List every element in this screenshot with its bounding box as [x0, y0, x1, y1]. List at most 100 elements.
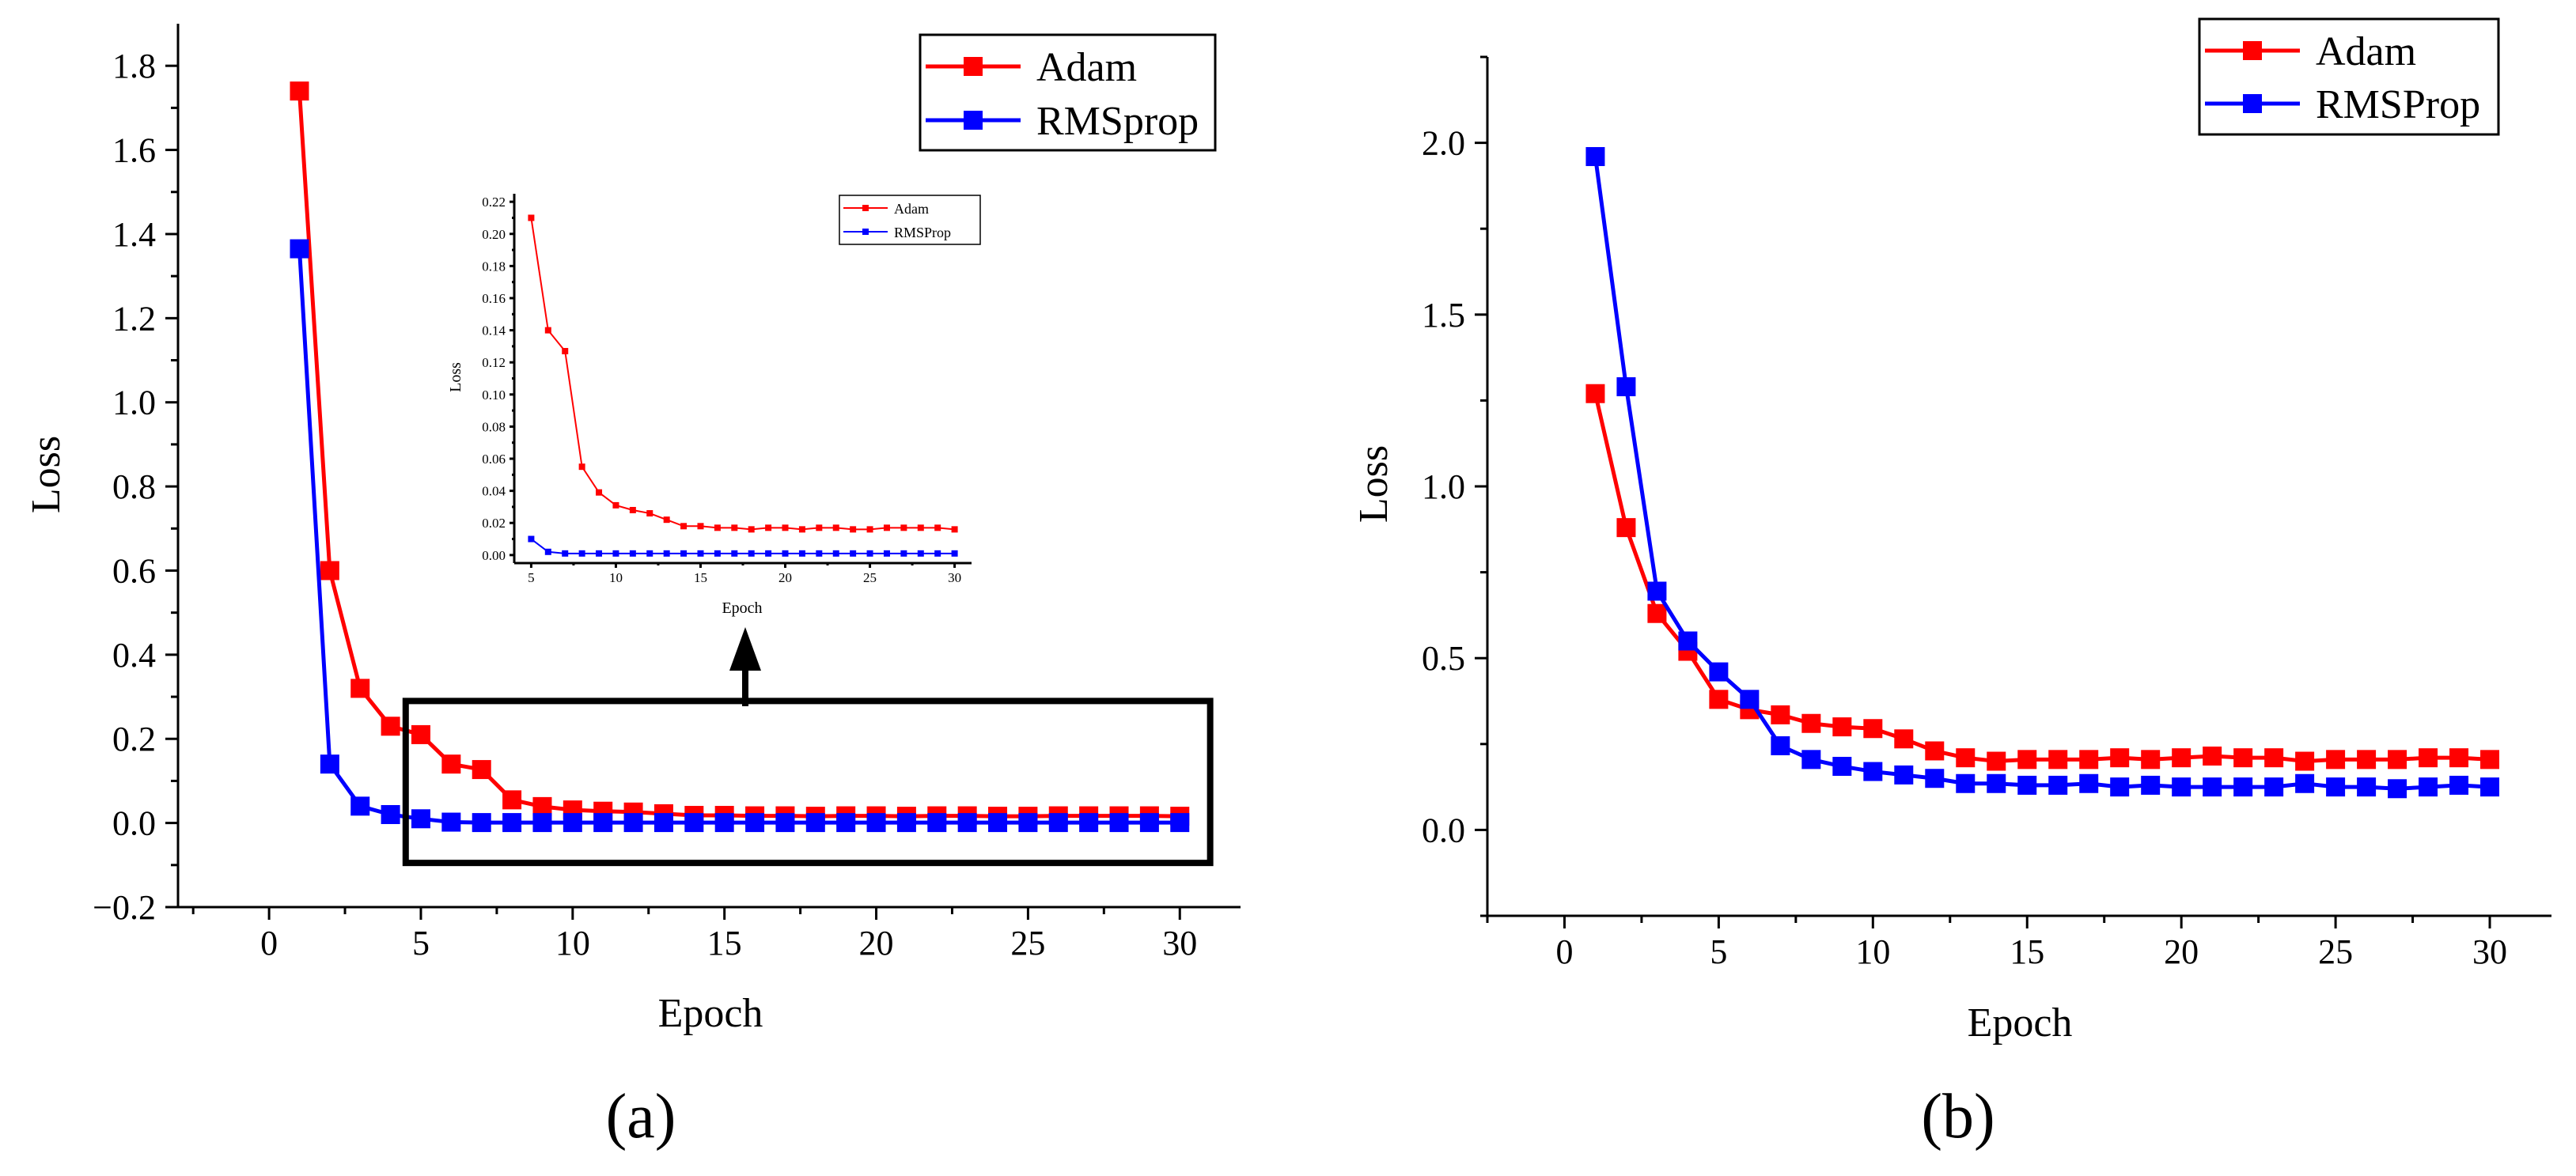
panel-a-inset-y-tick-label: 0.02 — [482, 516, 506, 531]
panel-a-point-rmsprop-epoch-17 — [775, 813, 795, 833]
panel-b-point-rmsprop-epoch-9 — [1832, 757, 1852, 777]
panel-b-point-adam-epoch-3 — [1647, 603, 1667, 623]
panel-b-point-rmsprop-epoch-22 — [2233, 777, 2253, 797]
panel-b-point-adam-epoch-22 — [2233, 748, 2253, 768]
panel-b-point-rmsprop-epoch-18 — [2110, 777, 2130, 797]
panel-a-point-rmsprop-epoch-9 — [532, 813, 552, 833]
panel-b-point-adam-epoch-10 — [1863, 719, 1883, 739]
panel-a-point-rmsprop-epoch-25 — [1018, 813, 1038, 833]
panel-b-point-rmsprop-epoch-2 — [1616, 377, 1636, 397]
panel-a-y-tick-label: 1.6 — [112, 131, 156, 170]
panel-b-x-tick-label: 30 — [2472, 932, 2507, 971]
panel-a-label: (a) — [606, 1082, 676, 1151]
panel-a-point-rmsprop-epoch-22 — [927, 813, 947, 833]
panel-b-point-adam-epoch-24 — [2295, 751, 2315, 771]
panel-b-x-axis-title: Epoch — [1968, 1000, 2073, 1046]
panel-a-point-rmsprop-epoch-10 — [563, 813, 582, 833]
panel-a-series-line-adam — [297, 90, 1180, 819]
panel-b-point-rmsprop-epoch-13 — [1956, 773, 1976, 793]
panel-b-x-tick-label: 10 — [1855, 932, 1890, 971]
panel-b-legend-marker-rmsprop — [2243, 94, 2262, 113]
panel-a-point-rmsprop-epoch-8 — [502, 813, 522, 833]
panel-a-inset-point-rmsprop-epoch-29 — [934, 550, 941, 557]
panel-a-inset-y-tick-label: 0.06 — [482, 452, 506, 467]
panel-a-inset-point-adam-epoch-19 — [765, 524, 772, 531]
panel-a-y-tick-label: 0.4 — [112, 636, 156, 675]
panel-a-point-rmsprop-epoch-27 — [1079, 813, 1099, 833]
panel-b-point-rmsprop-epoch-16 — [2048, 775, 2068, 795]
panel-a-point-rmsprop-epoch-6 — [441, 812, 461, 832]
panel-b-legend-marker-adam — [2243, 41, 2262, 60]
panel-a-x-tick-label: 0 — [260, 924, 278, 962]
panel-a-inset-point-adam-epoch-12 — [646, 510, 653, 517]
panel-a-inset-y-tick-label: 0.12 — [482, 355, 506, 370]
panel-b-point-adam-epoch-21 — [2203, 747, 2222, 766]
panel-a-inset-point-rmsprop-epoch-25 — [866, 550, 873, 557]
panel-b-point-adam-epoch-26 — [2357, 750, 2377, 770]
panel-a-inset-point-adam-epoch-5 — [528, 214, 535, 221]
panel-b-point-adam-epoch-15 — [2017, 750, 2037, 770]
panel-b-point-rmsprop-epoch-12 — [1925, 769, 1945, 788]
panel-b-point-adam-epoch-8 — [1801, 713, 1821, 733]
panel-b-point-rmsprop-epoch-27 — [2388, 779, 2407, 799]
panel-a-y-tick-label: 1.8 — [112, 47, 156, 85]
panel-a-inset-y-tick-label: 0.18 — [482, 259, 506, 274]
panel-a-inset-x-axis-title: Epoch — [722, 599, 762, 617]
panel-a-point-rmsprop-epoch-20 — [866, 813, 886, 833]
panel-b-point-rmsprop-epoch-7 — [1771, 735, 1790, 755]
panel-a-inset-point-adam-epoch-18 — [748, 526, 755, 533]
panel-b-point-adam-epoch-1 — [1585, 384, 1605, 403]
panel-a-inset-y-tick-label: 0.00 — [482, 548, 506, 563]
panel-a-y-axis-title: Loss — [24, 436, 69, 513]
panel-b-point-rmsprop-epoch-4 — [1678, 631, 1698, 651]
panel-a-inset-point-adam-epoch-13 — [663, 516, 670, 524]
panel-a-inset-legend-marker-adam — [862, 205, 869, 211]
panel-a-inset-point-adam-epoch-7 — [562, 347, 569, 354]
panel-b-label: (b) — [1921, 1082, 1995, 1151]
panel-a-y-tick-label: −0.2 — [93, 888, 156, 927]
panel-b-point-adam-epoch-30 — [2480, 750, 2500, 770]
panel-a-point-rmsprop-epoch-26 — [1048, 813, 1068, 833]
panel-b-plot-area: 0 5 10 15 20 25 30 0.0 0.5 1.0 1.5 2.0 — [1422, 55, 2551, 971]
panel-a-point-rmsprop-epoch-24 — [988, 813, 1008, 833]
panel-b-point-adam-epoch-20 — [2172, 748, 2191, 768]
panel-a-point-adam-epoch-9 — [532, 796, 552, 816]
panel-a-inset-y-tick-label: 0.16 — [482, 291, 506, 306]
panel-b-point-rmsprop-epoch-19 — [2141, 775, 2161, 795]
panel-a-inset-point-adam-epoch-23 — [832, 524, 839, 531]
panel-a-inset-point-rmsprop-epoch-18 — [748, 550, 755, 557]
panel-a-inset-point-adam-epoch-14 — [680, 523, 688, 530]
panel-a-inset-point-rmsprop-epoch-14 — [680, 550, 688, 557]
panel-a-inset-point-adam-epoch-11 — [629, 506, 636, 513]
panel-b-point-rmsprop-epoch-29 — [2449, 775, 2469, 795]
panel-a-inset-point-adam-epoch-17 — [731, 524, 738, 531]
panel-a-x-tick-label: 5 — [412, 924, 430, 962]
panel-b-point-adam-epoch-25 — [2326, 750, 2346, 770]
panel-b-x-tick-label: 20 — [2164, 932, 2199, 971]
panel-b-point-adam-epoch-13 — [1956, 748, 1976, 768]
panel-a-inset-point-adam-epoch-6 — [544, 327, 551, 334]
panel-a-inset-point-adam-epoch-15 — [697, 523, 704, 530]
panel-a-inset-point-rmsprop-epoch-19 — [765, 550, 772, 557]
panel-a-inset-legend: Adam RMSProp — [839, 195, 981, 245]
panel-a-inset-y-axis-title: Loss — [447, 362, 464, 392]
panel-a-point-rmsprop-epoch-5 — [411, 809, 430, 829]
panel-a-inset-point-rmsprop-epoch-6 — [544, 548, 551, 555]
panel-a-point-rmsprop-epoch-3 — [350, 796, 370, 816]
panel-a-inset-y-tick-label: 0.10 — [482, 388, 506, 403]
panel-a-point-rmsprop-epoch-29 — [1139, 813, 1159, 833]
panel-a-point-rmsprop-epoch-2 — [320, 754, 339, 774]
panel-b-legend-label-adam: Adam — [2316, 29, 2416, 74]
panel-b-y-tick-label: 1.5 — [1422, 296, 1465, 335]
panel-a-inset-point-rmsprop-epoch-10 — [612, 550, 619, 557]
panel-a-inset-series-line-adam — [530, 217, 955, 531]
panel-a-x-tick-label: 10 — [555, 924, 590, 962]
panel-b-x-tick-label: 15 — [2010, 932, 2044, 971]
panel-a-inset-y-tick-label: 0.08 — [482, 419, 506, 434]
panel-b-x-tick-label: 25 — [2318, 932, 2353, 971]
panel-b-point-rmsprop-epoch-11 — [1894, 765, 1914, 785]
panel-a-inset-legend-frame — [839, 195, 981, 245]
panel-b-series-line-rmsprop — [1593, 156, 2491, 791]
panel-a-inset-point-rmsprop-epoch-11 — [629, 550, 636, 557]
